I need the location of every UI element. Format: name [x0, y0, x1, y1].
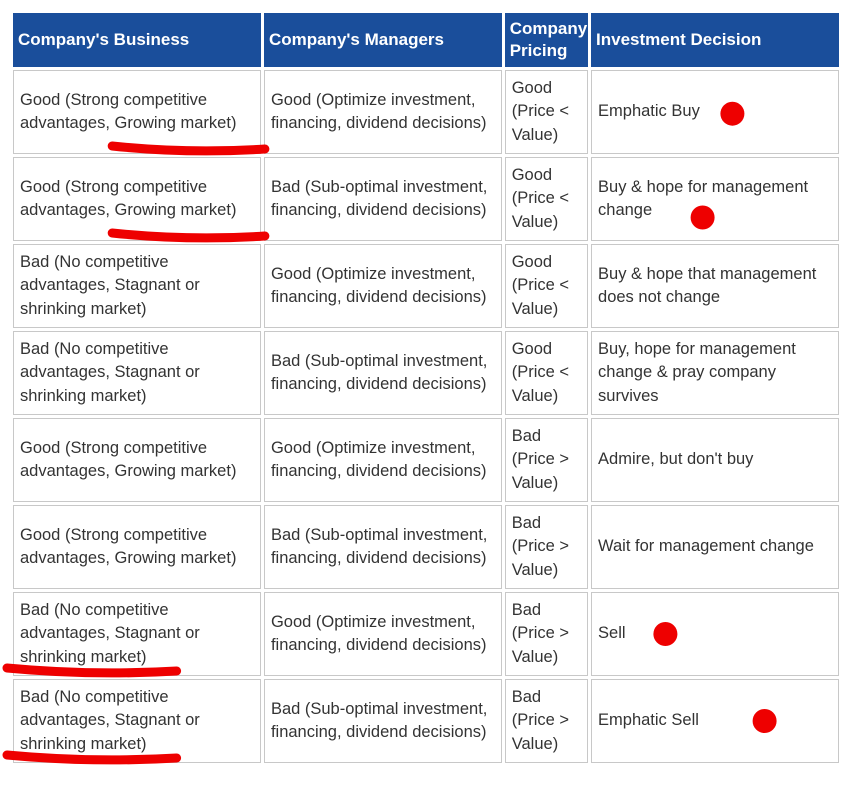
managers-cell: Bad (Sub-optimal investment, financing, …: [263, 505, 502, 589]
table-row: Good (Strong competitive advantages, Gro…: [13, 157, 839, 241]
decision-cell: Admire, but don't buy: [591, 418, 839, 502]
table-row: Bad (No competitive advantages, Stagnant…: [13, 244, 839, 328]
table-row: Good (Strong competitive advantages, Gro…: [13, 505, 839, 589]
business-cell: Bad (No competitive advantages, Stagnant…: [13, 244, 261, 328]
managers-cell: Bad (Sub-optimal investment, financing, …: [263, 157, 502, 241]
decision-cell: Buy & hope that management does not chan…: [591, 244, 839, 328]
managers-cell: Good (Optimize investment, financing, di…: [263, 418, 502, 502]
table-row: Good (Strong competitive advantages, Gro…: [13, 418, 839, 502]
pricing-cell: Bad (Price > Value): [504, 418, 589, 502]
business-cell: Bad (No competitive advantages, Stagnant…: [13, 592, 261, 676]
pricing-cell: Good (Price < Value): [504, 331, 589, 415]
header-company-pricing: Company Pricing: [504, 13, 589, 67]
decision-cell: Buy & hope for management change: [591, 157, 839, 241]
decision-cell: Wait for management change: [591, 505, 839, 589]
managers-cell: Good (Optimize investment, financing, di…: [263, 592, 502, 676]
business-cell: Bad (No competitive advantages, Stagnant…: [13, 679, 261, 763]
header-row: Company's Business Company's Managers Co…: [13, 13, 839, 67]
pricing-cell: Good (Price < Value): [504, 244, 589, 328]
pricing-cell: Bad (Price > Value): [504, 679, 589, 763]
managers-cell: Good (Optimize investment, financing, di…: [263, 70, 502, 154]
table-row: Bad (No competitive advantages, Stagnant…: [13, 331, 839, 415]
header-company-business: Company's Business: [13, 13, 261, 67]
managers-cell: Bad (Sub-optimal investment, financing, …: [263, 331, 502, 415]
managers-cell: Bad (Sub-optimal investment, financing, …: [263, 679, 502, 763]
header-investment-decision: Investment Decision: [591, 13, 839, 67]
business-cell: Bad (No competitive advantages, Stagnant…: [13, 331, 261, 415]
business-cell: Good (Strong competitive advantages, Gro…: [13, 70, 261, 154]
pricing-cell: Bad (Price > Value): [504, 505, 589, 589]
decision-cell: Emphatic Buy: [591, 70, 839, 154]
pricing-cell: Good (Price < Value): [504, 70, 589, 154]
investment-decision-table-container: Company's Business Company's Managers Co…: [10, 10, 842, 772]
decision-cell: Sell: [591, 592, 839, 676]
business-cell: Good (Strong competitive advantages, Gro…: [13, 418, 261, 502]
pricing-cell: Good (Price < Value): [504, 157, 589, 241]
business-cell: Good (Strong competitive advantages, Gro…: [13, 157, 261, 241]
table-row: Bad (No competitive advantages, Stagnant…: [13, 679, 839, 763]
decision-cell: Emphatic Sell: [591, 679, 839, 763]
managers-cell: Good (Optimize investment, financing, di…: [263, 244, 502, 328]
investment-decision-table: Company's Business Company's Managers Co…: [10, 10, 842, 766]
pricing-cell: Bad (Price > Value): [504, 592, 589, 676]
decision-cell: Buy, hope for management change & pray c…: [591, 331, 839, 415]
table-row: Good (Strong competitive advantages, Gro…: [13, 70, 839, 154]
header-company-managers: Company's Managers: [263, 13, 502, 67]
business-cell: Good (Strong competitive advantages, Gro…: [13, 505, 261, 589]
table-row: Bad (No competitive advantages, Stagnant…: [13, 592, 839, 676]
